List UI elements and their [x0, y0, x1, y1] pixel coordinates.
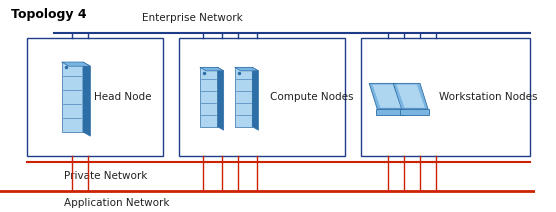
Polygon shape — [396, 85, 425, 108]
Polygon shape — [393, 83, 428, 109]
Polygon shape — [62, 62, 91, 66]
Bar — [179, 38, 345, 156]
Polygon shape — [373, 85, 401, 108]
Polygon shape — [217, 67, 224, 130]
Polygon shape — [83, 62, 91, 136]
Polygon shape — [235, 67, 259, 71]
Polygon shape — [200, 67, 224, 71]
Polygon shape — [62, 62, 83, 132]
Polygon shape — [376, 109, 405, 115]
Polygon shape — [200, 67, 217, 127]
Bar — [27, 38, 163, 156]
Text: Private Network: Private Network — [64, 171, 147, 181]
Bar — [361, 38, 530, 156]
Polygon shape — [252, 67, 259, 130]
Text: Application Network: Application Network — [64, 198, 170, 208]
Polygon shape — [369, 83, 404, 109]
Polygon shape — [400, 109, 429, 115]
Text: Compute Nodes: Compute Nodes — [270, 92, 354, 102]
Text: Topology 4: Topology 4 — [11, 8, 86, 21]
Text: Enterprise Network: Enterprise Network — [142, 13, 243, 23]
Polygon shape — [235, 67, 252, 127]
Text: Head Node: Head Node — [93, 92, 151, 102]
Text: Workstation Nodes: Workstation Nodes — [439, 92, 537, 102]
